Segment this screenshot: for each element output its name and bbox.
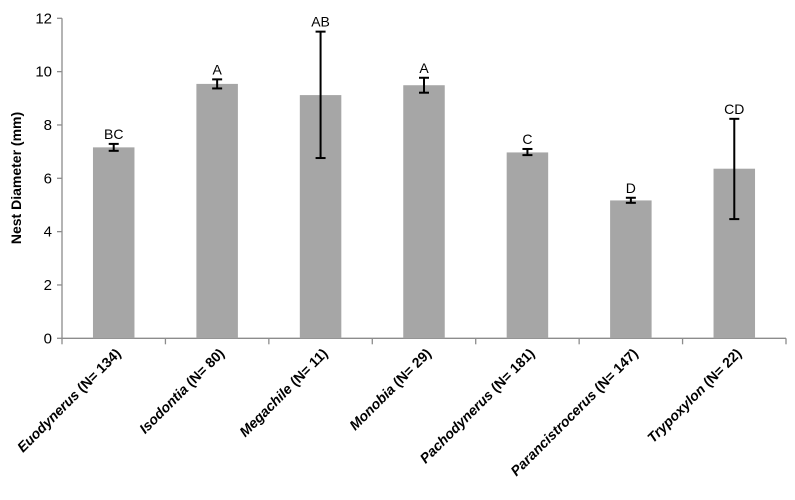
y-tick-label: 6 <box>44 170 52 187</box>
genus-name: Trypoxylon <box>644 381 708 445</box>
bar-pachodynerus <box>506 152 549 339</box>
genus-name: Isodontia <box>136 381 191 436</box>
significance-letter: AB <box>311 14 330 30</box>
genus-name: Monobia <box>346 381 398 433</box>
significance-letter: A <box>419 60 429 76</box>
significance-letter: A <box>212 61 222 77</box>
x-tick-label: Isodontia (N= 80) <box>136 345 227 436</box>
bar-euodynerus <box>92 147 135 339</box>
genus-name: Megachile <box>236 380 295 439</box>
genus-name: Euodynerus <box>14 387 83 456</box>
sample-size: (N= 134) <box>71 345 124 398</box>
sample-size: (N= 147) <box>588 345 641 398</box>
y-tick-label: 8 <box>44 117 52 134</box>
x-tick-label: Euodynerus (N= 134) <box>14 345 124 455</box>
x-tick-label: Pachodynerus (N= 181) <box>416 345 537 466</box>
sample-size: (N= 80) <box>180 345 227 392</box>
sample-size: (N= 22) <box>697 345 744 392</box>
sample-size: (N= 11) <box>284 345 331 392</box>
y-tick-label: 2 <box>44 277 52 294</box>
significance-letter: BC <box>104 126 123 142</box>
y-tick-label: 12 <box>35 10 52 27</box>
bar-monobia <box>403 85 445 339</box>
bar-isodontia <box>196 83 238 339</box>
sample-size: (N= 181) <box>485 345 538 398</box>
bar-parancistrocerus <box>610 200 652 339</box>
x-tick-label: Trypoxylon (N= 22) <box>644 345 745 446</box>
significance-letter: C <box>522 131 532 147</box>
y-tick-label: 0 <box>44 330 52 347</box>
significance-letter: D <box>626 180 636 196</box>
x-tick-label: Monobia (N= 29) <box>346 345 434 433</box>
y-tick-label: 10 <box>35 64 52 81</box>
x-tick-label: Megachile (N= 11) <box>236 345 331 440</box>
sample-size: (N= 29) <box>387 345 434 392</box>
genus-name: Pachodynerus <box>416 387 496 467</box>
y-tick-label: 4 <box>44 224 52 241</box>
y-axis-label: Nest Diameter (mm) <box>8 112 24 244</box>
significance-letter: CD <box>724 101 744 117</box>
genus-name: Parancistrocerus <box>507 387 599 479</box>
